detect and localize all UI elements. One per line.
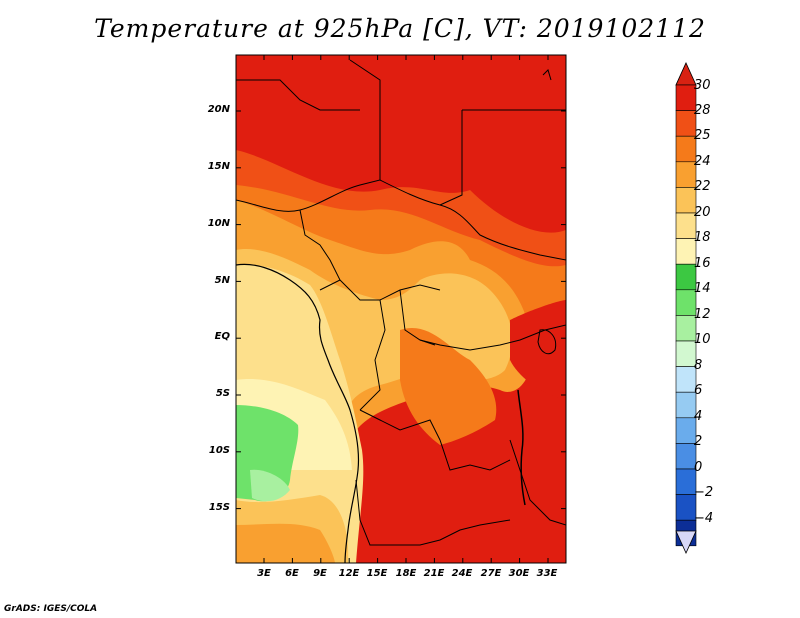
lon-label-30e: 30E	[508, 568, 530, 579]
colorbar-swatch	[675, 391, 697, 419]
red-sea-coast	[542, 69, 552, 81]
lon-label-18e: 18E	[395, 568, 417, 579]
coastline	[236, 263, 360, 563]
lat-label-15s: 15S	[208, 502, 230, 513]
lon-label-21e: 21E	[423, 568, 445, 579]
lake-victoria	[537, 329, 557, 355]
colorbar-swatch	[675, 366, 697, 393]
axis-ticks	[236, 55, 566, 563]
colorbar-swatch	[675, 340, 697, 367]
lat-label-20n: 20N	[207, 104, 230, 115]
field-east-orange	[400, 327, 497, 445]
colorbar-swatch	[675, 417, 697, 444]
colorbar-label: 16	[694, 256, 711, 271]
field-southwest-amber	[236, 523, 335, 563]
lat-label-15n: 15N	[207, 161, 230, 172]
colorbar-swatch	[675, 212, 697, 239]
colorbar-swatch	[675, 494, 697, 521]
colorbar	[675, 62, 697, 554]
lon-label-6e: 6E	[285, 568, 299, 579]
colorbar-label: 24	[694, 154, 711, 169]
colorbar-under-triangle	[675, 530, 697, 554]
colorbar-label: −2	[694, 485, 714, 500]
colorbar-swatch	[675, 289, 697, 316]
colorbar-label: 8	[694, 358, 703, 373]
lon-label-27e: 27E	[480, 568, 502, 579]
colorbar-label: 30	[694, 78, 711, 93]
colorbar-swatch	[675, 187, 697, 214]
lon-label-15e: 15E	[366, 568, 388, 579]
lat-label-5n: 5N	[214, 275, 230, 286]
colorbar-swatch	[675, 135, 697, 163]
colorbar-swatch	[675, 468, 697, 495]
lat-label-10s: 10S	[208, 445, 230, 456]
field-pale-green	[250, 469, 290, 502]
colorbar-swatch	[675, 161, 697, 188]
colorbar-label: 2	[694, 434, 703, 449]
colorbar-label: 0	[694, 460, 703, 475]
colorbar-label: 20	[694, 205, 711, 220]
colorbar-swatch	[675, 263, 697, 291]
colorbar-swatch	[675, 238, 697, 265]
grads-credit: GrADS: IGES/COLA	[4, 604, 98, 614]
lat-label-10n: 10N	[207, 218, 230, 229]
colorbar-label: 22	[694, 179, 711, 194]
colorbar-label: −4	[694, 511, 714, 526]
colorbar-label: 12	[694, 307, 711, 322]
temperature-field	[236, 55, 566, 563]
colorbar-over-triangle	[675, 62, 697, 86]
lat-label-eq: EQ	[214, 331, 230, 342]
lat-label-5s: 5S	[215, 388, 230, 399]
colorbar-swatch	[675, 315, 697, 342]
colorbar-swatch	[675, 110, 697, 137]
lon-label-33e: 33E	[536, 568, 558, 579]
colorbar-label: 28	[694, 103, 711, 118]
colorbar-label: 6	[694, 383, 703, 398]
colorbar-label: 14	[694, 281, 711, 296]
lake-tanganyika	[517, 389, 526, 506]
field-east-red	[510, 300, 566, 400]
colorbar-label: 18	[694, 230, 711, 245]
map-frame	[235, 54, 567, 564]
chart-title: Temperature at 925hPa [C], VT: 201910211…	[94, 14, 706, 43]
colorbar-swatch	[675, 443, 697, 470]
country-borders	[236, 59, 566, 546]
lon-label-12e: 12E	[338, 568, 360, 579]
lon-label-24e: 24E	[451, 568, 473, 579]
colorbar-label: 25	[694, 128, 711, 143]
colorbar-swatch	[675, 84, 697, 111]
lon-label-3e: 3E	[257, 568, 271, 579]
colorbar-label: 10	[694, 332, 711, 347]
lon-label-9e: 9E	[313, 568, 327, 579]
colorbar-label: 4	[694, 409, 703, 424]
